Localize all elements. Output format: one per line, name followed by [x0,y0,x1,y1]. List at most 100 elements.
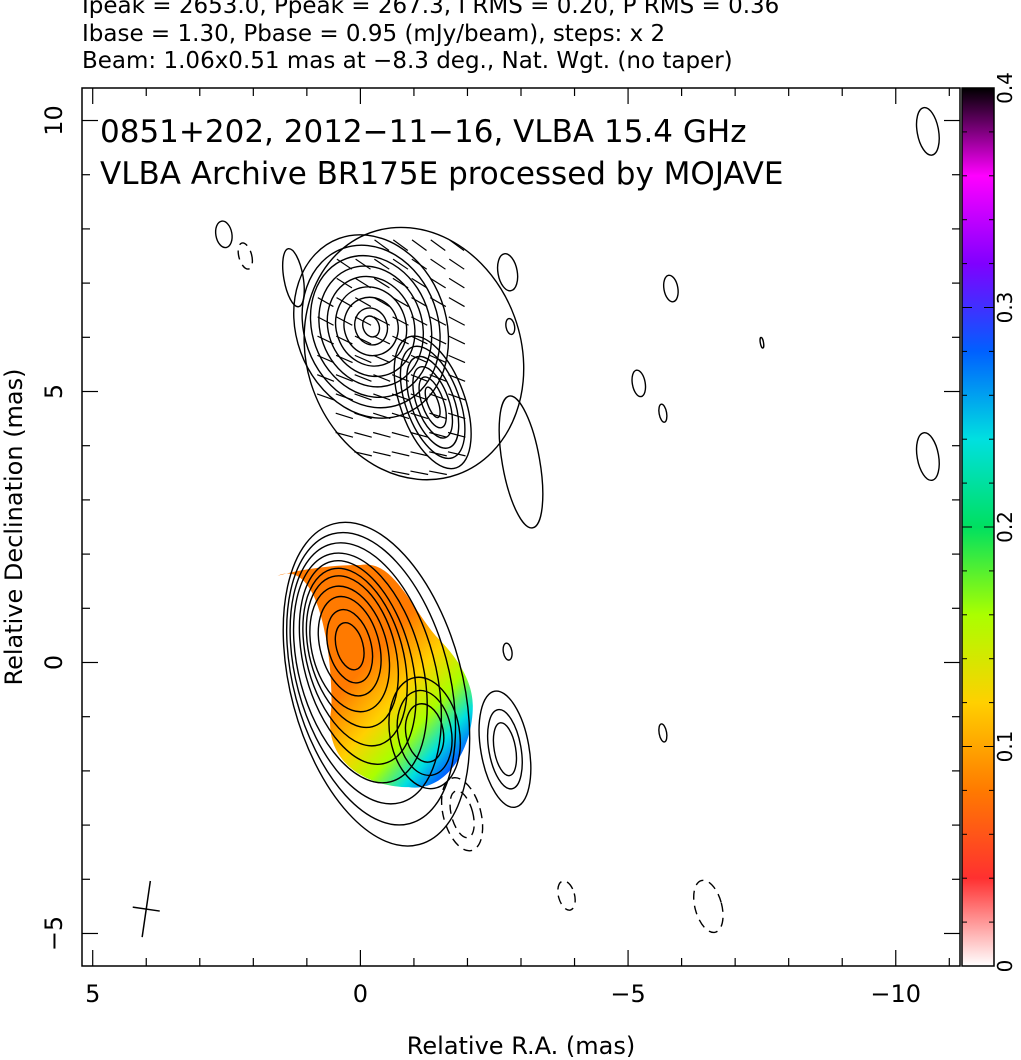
x-tick-label: −10 [870,980,921,1008]
polarization-vector-65 [411,239,427,251]
polarization-vector-86 [448,316,465,326]
x-axis-label: Relative R.A. (mas) [407,1032,635,1060]
polarization-vector-18 [354,431,372,438]
y-axis-label: Relative Declination (mas) [0,368,28,685]
polarization-vector-34 [373,335,391,345]
north-lobe-2-contour-6 [393,335,472,470]
north-lobe-2-contour-1 [424,386,441,419]
noise-contour-1 [214,220,233,249]
polarization-vector-38 [374,258,390,270]
polarization-vector-79 [447,451,466,457]
polarization-vector-61 [411,316,428,326]
colorbar: 0 0.1 0.2 0.3 0.4 [961,72,1017,972]
polarization-vector-2 [316,374,335,382]
north-lobe-1-contour-2 [354,307,389,346]
beam-ellipse-marker [132,880,160,938]
polarization-vector-84 [448,354,466,364]
y-tick-label: −5 [40,916,68,951]
polarization-color-map [277,564,473,788]
core-contour-11 [282,521,471,847]
colorbar-ticks: 0 0.1 0.2 0.3 0.4 [962,72,1017,972]
north-lobe-1-contour-9 [293,234,450,419]
polarization-vector-4 [317,335,334,345]
north-lobe-2-contour-3 [412,366,454,439]
core-contour-7 [298,560,417,765]
core-contour-4 [309,585,391,713]
polarization-vector-14 [336,297,353,308]
noise-contour-4 [505,317,516,336]
polarization-vector-51 [392,258,409,270]
y-tick-label: 0 [40,655,68,670]
polarization-vector-39 [374,239,390,251]
polarization-vector-19 [354,412,372,420]
north-lobe-1-contour-5 [326,275,416,378]
polarization-vector-1 [316,393,335,401]
polarization-vector-57 [410,393,428,401]
polarization-vector-80 [447,431,466,438]
polarization-vector-74 [429,316,447,326]
noise-contour-13 [498,395,544,529]
polarization-vector-42 [391,431,410,438]
polarization-vector-30 [373,412,391,420]
polarization-vector-5 [317,316,334,326]
polarization-vector-12 [335,335,353,345]
polarization-vector-52 [392,239,409,251]
north-lobe-1-contour-4 [334,286,408,367]
noise-contour-6 [759,336,765,349]
polarization-vector-48 [392,316,409,326]
polarization-vector-78 [430,239,446,251]
polarization-vector-43 [391,412,410,420]
polarization-vector-31 [373,393,391,401]
polarization-vector-26 [355,277,372,289]
jet-lobe-1-contour-2 [396,689,453,777]
polarization-vector-7 [335,431,354,438]
polarization-vector-83 [448,374,466,382]
polarization-vector-85 [448,335,466,345]
polarization-vector-33 [373,354,391,364]
noise-contour-2 [281,247,305,308]
polarization-vector-47 [392,335,409,345]
polarization-vector-59 [410,354,428,364]
header-line-1: Ipeak = 2653.0, Ppeak = 267.3, I RMS = 0… [82,0,780,19]
x-tick-label: 0 [353,980,368,1008]
polarization-vector-87 [448,297,465,308]
polarization-vector-72 [429,354,447,364]
polarization-vector-36 [373,297,390,308]
negative-contour-2 [449,790,475,839]
jet-lobe-1-contour-3 [388,676,461,790]
core-contour-5 [305,575,400,729]
polarization-vector-70 [429,393,447,401]
noise-contour-12 [915,432,940,482]
core-contour-2 [326,608,374,684]
polarization-vector-89 [448,258,465,270]
polarization-vector-28 [372,451,391,457]
polarization-vector-15 [336,277,353,289]
polarization-vector-66 [429,470,447,476]
colorbar-tick-label: 0.1 [993,731,1017,763]
core-contour-8 [292,552,428,784]
core-contour-1 [334,622,365,671]
polarization-vector-53 [410,470,429,476]
y-tick-label: 10 [40,105,68,136]
colorbar-tick-label: 0.2 [993,511,1017,543]
polarization-vector-49 [392,297,409,308]
polarization-vector-11 [335,354,353,364]
noise-contour-8 [658,403,668,423]
north-lobe-1-contour-6 [318,265,425,388]
polarization-vector-37 [373,277,390,289]
north-lobe-1-contour-1 [362,315,381,338]
north-lobe-2-contour-4 [405,355,460,449]
polarization-vector-50 [392,277,409,289]
polarization-vector-88 [448,277,465,289]
header-line-2: Ibase = 1.30, Pbase = 0.95 (mJy/beam), s… [82,21,666,47]
jet-lobe-1-contour-1 [404,703,445,763]
core-contour-9 [289,542,443,805]
beam-minor-axis [132,906,160,912]
polarization-vector-64 [411,258,428,270]
north-envelope-contour [303,226,525,481]
north-lobe-2-contour-5 [399,345,466,460]
polarization-vector-71 [429,374,447,382]
negative-contour-5 [237,242,254,270]
jet-lobe-2-contour-2 [486,708,523,790]
